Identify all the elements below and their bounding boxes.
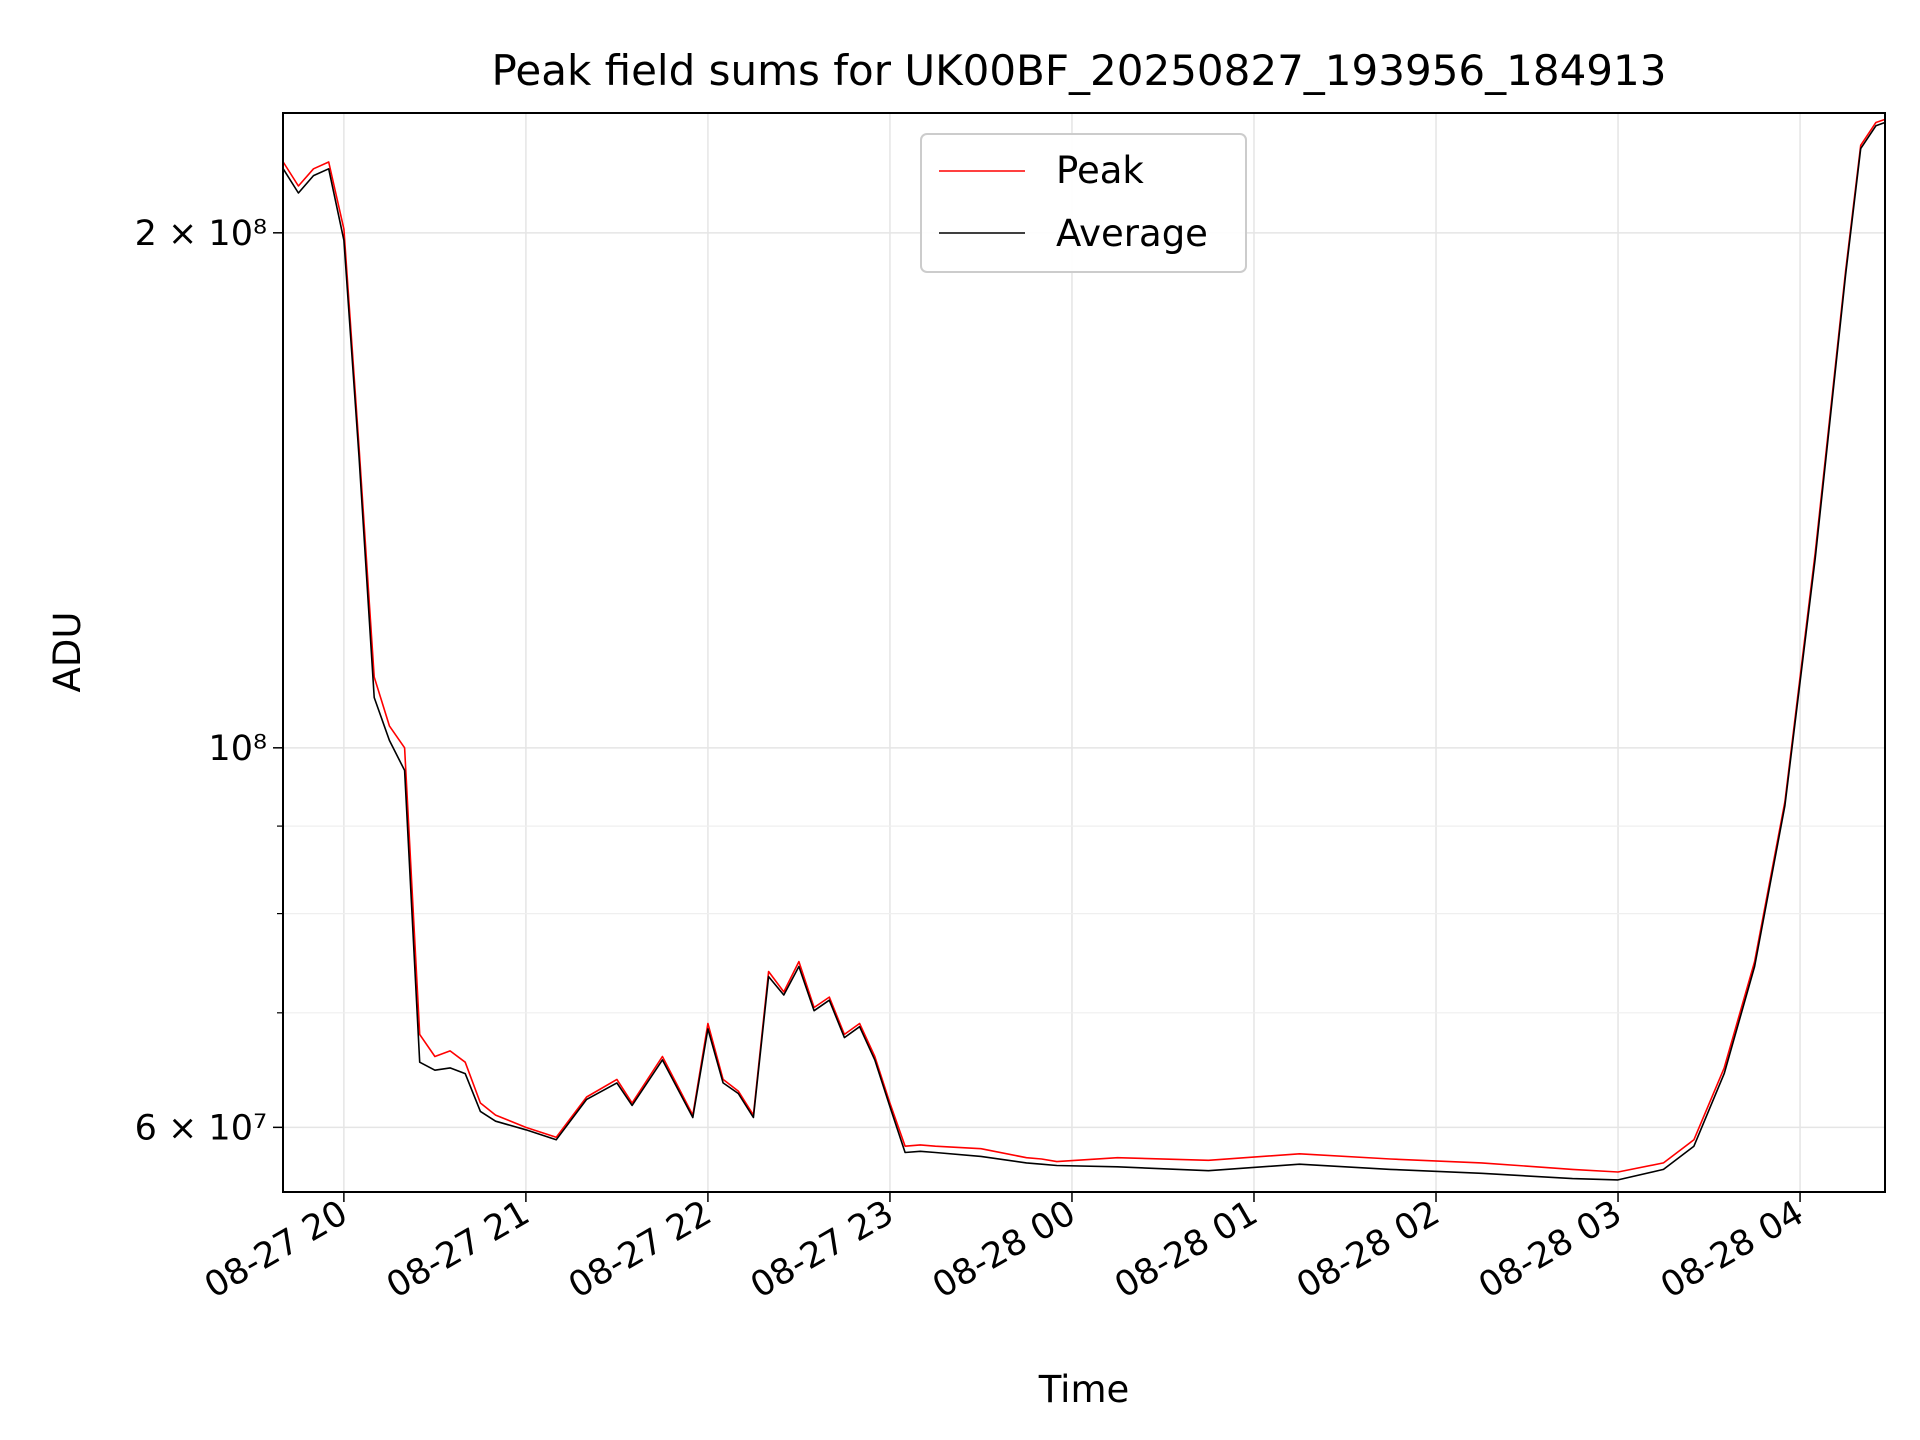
series-layer xyxy=(282,118,1886,1181)
y-axis-label: ADU xyxy=(46,612,89,693)
series-line-average xyxy=(282,121,1886,1181)
legend-average-label: Average xyxy=(1056,212,1208,255)
plot-frame xyxy=(282,112,1886,1193)
legend: Peak Average xyxy=(920,133,1247,273)
series-line-peak xyxy=(282,118,1886,1173)
x-axis-label: Time xyxy=(1038,1368,1130,1411)
legend-peak-label: Peak xyxy=(1056,149,1144,192)
chart-title: Peak field sums for UK00BF_20250827_1939… xyxy=(492,46,1667,95)
grid xyxy=(283,113,1885,1192)
y-tick-label: 6 × 10⁷ xyxy=(135,1108,267,1148)
y-tick-label: 10⁸ xyxy=(208,729,267,769)
y-tick-label: 2 × 10⁸ xyxy=(135,214,267,254)
legend-box xyxy=(920,133,1247,273)
